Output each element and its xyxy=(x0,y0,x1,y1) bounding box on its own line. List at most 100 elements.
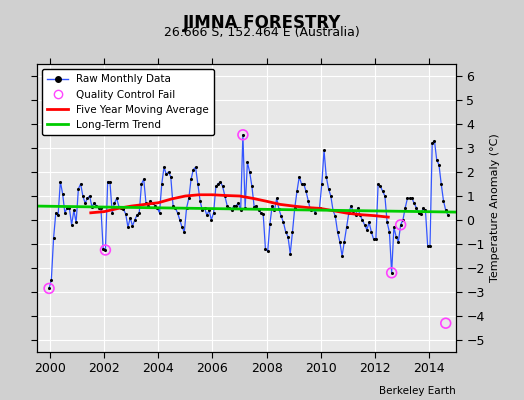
Point xyxy=(56,178,64,185)
Point xyxy=(94,205,103,211)
Point xyxy=(272,195,281,202)
Point xyxy=(288,229,297,235)
Point xyxy=(426,243,434,250)
Y-axis label: Temperature Anomaly (°C): Temperature Anomaly (°C) xyxy=(490,134,500,282)
Point xyxy=(387,270,396,276)
Point xyxy=(241,205,249,211)
Point xyxy=(326,193,335,199)
Text: 26.666 S, 152.464 E (Australia): 26.666 S, 152.464 E (Australia) xyxy=(164,26,360,39)
Point xyxy=(119,206,128,212)
Point xyxy=(68,222,76,228)
Point xyxy=(227,207,236,214)
Point xyxy=(115,204,123,210)
Point xyxy=(167,174,175,180)
Point xyxy=(363,226,371,233)
Point xyxy=(151,202,159,209)
Point xyxy=(83,195,92,202)
Point xyxy=(133,212,141,218)
Point xyxy=(331,213,340,220)
Point xyxy=(383,219,391,226)
Point xyxy=(444,212,452,218)
Point xyxy=(128,223,137,229)
Point xyxy=(381,193,389,199)
Point xyxy=(365,219,373,226)
Point xyxy=(338,253,346,259)
Point xyxy=(52,210,60,216)
Point xyxy=(239,132,247,138)
Point xyxy=(139,176,148,182)
Point xyxy=(403,195,412,202)
Point xyxy=(281,229,290,235)
Point xyxy=(178,224,186,230)
Point xyxy=(130,217,139,223)
Point xyxy=(110,200,118,206)
Point xyxy=(198,207,206,214)
Point xyxy=(191,164,200,170)
Point xyxy=(378,188,387,194)
Point xyxy=(412,205,421,211)
Point xyxy=(77,181,85,187)
Point xyxy=(300,181,308,187)
Point xyxy=(369,236,378,242)
Point xyxy=(255,207,263,214)
Point xyxy=(354,205,362,211)
Point xyxy=(261,246,270,252)
Point xyxy=(182,205,191,211)
Point xyxy=(149,200,157,206)
Point xyxy=(442,207,450,214)
Point xyxy=(270,207,279,214)
Point xyxy=(58,190,67,197)
Point xyxy=(313,205,321,211)
Point xyxy=(155,210,163,216)
Point xyxy=(117,205,125,211)
Point xyxy=(146,198,155,204)
Point xyxy=(169,202,177,209)
Point xyxy=(74,186,83,192)
Point xyxy=(286,250,294,257)
Point xyxy=(397,222,405,228)
Point xyxy=(189,166,198,173)
Point xyxy=(293,188,301,194)
Point xyxy=(406,195,414,202)
Point xyxy=(352,212,360,218)
Point xyxy=(399,217,407,223)
Point xyxy=(219,183,227,190)
Point xyxy=(275,206,283,212)
Point xyxy=(245,169,254,175)
Point xyxy=(385,229,394,235)
Point xyxy=(99,246,107,252)
Point xyxy=(194,181,202,187)
Point xyxy=(232,202,241,209)
Point xyxy=(45,285,53,292)
Point xyxy=(65,205,73,211)
Point xyxy=(124,224,132,230)
Point xyxy=(414,210,423,216)
Point xyxy=(85,193,94,199)
Point xyxy=(160,164,168,170)
Point xyxy=(196,198,204,204)
Point xyxy=(318,181,326,187)
Point xyxy=(200,205,209,211)
Point xyxy=(392,234,400,240)
Point xyxy=(176,217,184,223)
Point xyxy=(203,212,211,218)
Point xyxy=(408,195,416,202)
Point xyxy=(324,186,333,192)
Point xyxy=(88,204,96,210)
Point xyxy=(264,248,272,254)
Point xyxy=(322,174,331,180)
Point xyxy=(394,238,402,245)
Point xyxy=(207,217,215,223)
Point xyxy=(307,207,315,214)
Point xyxy=(230,202,238,209)
Point xyxy=(250,204,258,210)
Point xyxy=(435,162,443,168)
Text: Berkeley Earth: Berkeley Earth xyxy=(379,386,456,396)
Point xyxy=(259,211,267,217)
Point xyxy=(165,169,173,175)
Point xyxy=(437,181,445,187)
Point xyxy=(47,277,56,283)
Point xyxy=(187,176,195,182)
Point xyxy=(210,210,218,216)
Legend: Raw Monthly Data, Quality Control Fail, Five Year Moving Average, Long-Term Tren: Raw Monthly Data, Quality Control Fail, … xyxy=(42,69,214,135)
